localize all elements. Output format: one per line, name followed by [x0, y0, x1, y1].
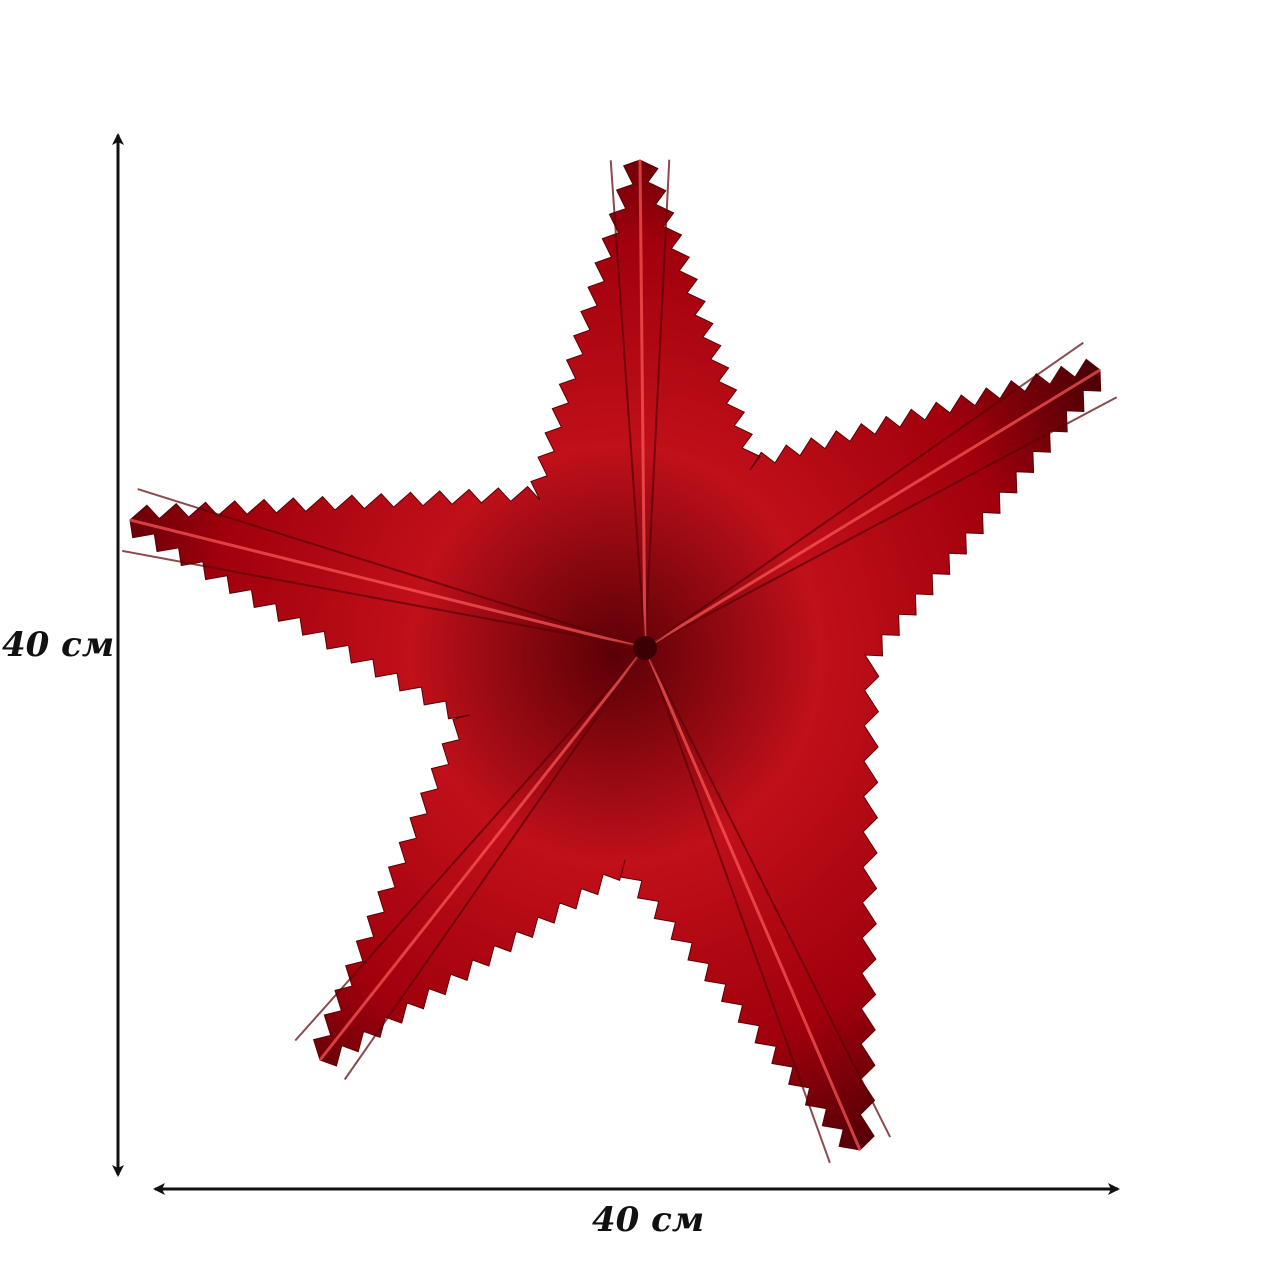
red-foil-star-icon [122, 159, 1118, 1164]
star-rib [644, 396, 1118, 649]
width-label: 40 см [592, 1200, 705, 1240]
star-ribs [122, 159, 1118, 1164]
star-rib [644, 368, 1101, 650]
star-rib [609, 160, 646, 649]
star-center [633, 636, 657, 660]
star-rib [122, 549, 646, 649]
star-rib [343, 647, 646, 1081]
star-rib [129, 518, 646, 650]
star-rib [643, 647, 862, 1151]
star-rib [638, 159, 647, 649]
star-rib [644, 647, 892, 1138]
star-rib [137, 488, 646, 649]
height-label: 40 см [2, 625, 115, 665]
star-rib [294, 647, 646, 1042]
star-body [129, 159, 1102, 1151]
star-rib [318, 647, 647, 1061]
star-rib [644, 159, 671, 649]
star-rib [644, 341, 1084, 649]
star-rib [644, 647, 831, 1164]
